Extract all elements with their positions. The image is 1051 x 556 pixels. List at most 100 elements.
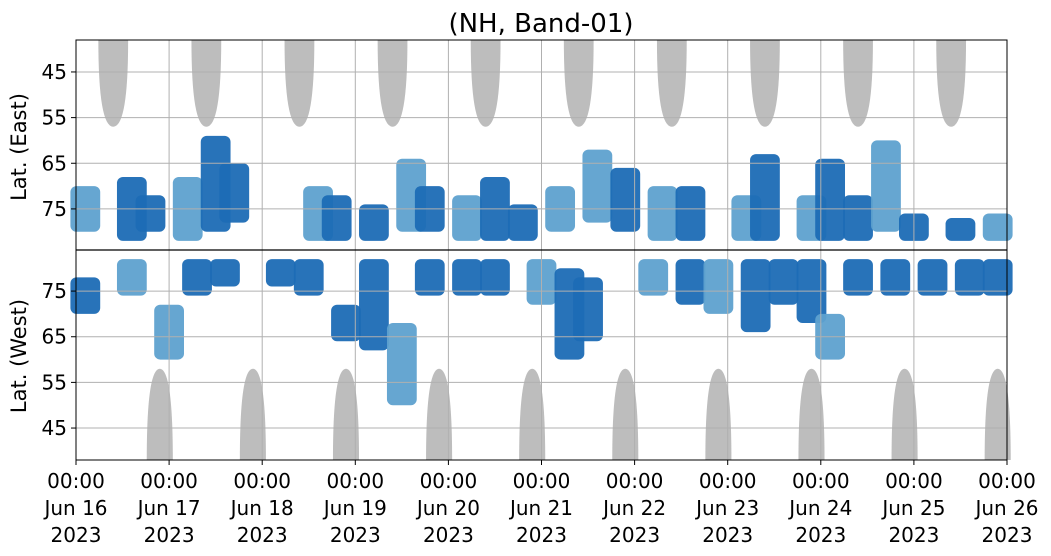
echo-patch-east [982, 213, 1013, 241]
night-region-east [656, 40, 687, 127]
night-region-east [470, 40, 501, 127]
echo-patch-east [675, 186, 706, 241]
echo-patch-west [982, 259, 1013, 296]
x-tick-label-line: 2023 [423, 523, 474, 547]
echo-patch-east [815, 158, 846, 241]
echo-patch-west [480, 259, 510, 296]
night-region-west [891, 368, 918, 460]
echo-patch-west [917, 259, 948, 296]
x-tick-label-line: 2023 [702, 523, 753, 547]
x-tick-label: 00:00 Jun 19 2023 [322, 469, 387, 547]
echo-patch-west [675, 259, 706, 305]
y-tick-label-east: 55 [42, 106, 67, 130]
x-tick-label-line: Jun 22 [601, 496, 666, 520]
x-tick-label: 00:00 Jun 23 2023 [694, 469, 759, 547]
echo-patch-west [359, 259, 389, 351]
echo-patch-west [210, 259, 240, 287]
echo-patch-west [954, 259, 985, 296]
x-tick-label: 00:00 Jun 18 2023 [229, 469, 294, 547]
x-tick-label-line: 00:00 [792, 469, 850, 493]
night-region-east [377, 40, 408, 127]
echo-patch-west [265, 259, 296, 287]
x-tick-label-line: 00:00 [326, 469, 384, 493]
night-region-east [936, 40, 967, 127]
night-region-east [843, 40, 873, 127]
echo-patch-east [750, 154, 780, 241]
echo-patch-east [647, 186, 678, 241]
y-tick-label-east: 45 [42, 60, 67, 84]
x-tick-label-line: Jun 24 [787, 496, 852, 520]
x-tick-label-line: 2023 [516, 523, 567, 547]
x-tick-label: 00:00 Jun 21 2023 [508, 469, 573, 547]
x-tick-label-line: 00:00 [140, 469, 198, 493]
x-tick-label-line: 2023 [609, 523, 660, 547]
echo-patch-west [452, 259, 482, 296]
x-tick-label-line: 2023 [144, 523, 195, 547]
echo-patch-east [452, 195, 482, 241]
echo-patch-west [638, 259, 669, 296]
echo-patch-west [843, 259, 873, 296]
night-region-west [798, 368, 825, 460]
y-tick-label-west: 45 [42, 416, 67, 440]
x-tick-label-line: Jun 23 [694, 496, 759, 520]
x-tick-label: 00:00 Jun 16 2023 [42, 469, 107, 547]
echo-patch-east [321, 195, 352, 241]
x-tick-label-line: Jun 18 [229, 496, 294, 520]
x-tick-label-line: Jun 26 [973, 496, 1038, 520]
y-axis-label-east: Lat. (East) [7, 93, 31, 201]
echo-patch-east [582, 149, 613, 223]
x-tick-label-line: Jun 16 [42, 496, 107, 520]
echo-patch-east [945, 218, 976, 241]
night-region-east [284, 40, 315, 127]
night-region-east [191, 40, 222, 127]
x-tick-label-line: 00:00 [885, 469, 943, 493]
chart-title: (NH, Band-01) [448, 9, 633, 39]
x-tick-label-line: 00:00 [978, 469, 1036, 493]
night-region-west [519, 368, 546, 460]
echo-patch-west [331, 304, 361, 342]
echo-patch-east [135, 195, 166, 232]
echo-patch-west [182, 259, 212, 296]
echo-patch-west [414, 259, 445, 296]
x-tick-label: 00:00 Jun 26 2023 [973, 469, 1038, 547]
echo-patch-east [359, 204, 389, 241]
y-tick-label-east: 65 [42, 151, 67, 175]
x-tick-label-line: 00:00 [513, 469, 571, 493]
night-region-west [705, 368, 732, 460]
x-tick-label-line: 2023 [982, 523, 1033, 547]
x-tick-label-line: 00:00 [699, 469, 757, 493]
night-region-west [146, 368, 173, 460]
night-region-west [239, 368, 266, 460]
x-tick-label-line: Jun 21 [508, 496, 573, 520]
echo-patch-west [293, 259, 324, 296]
y-axis-label-west: Lat. (West) [7, 299, 31, 413]
echo-patch-west [740, 259, 771, 333]
echo-patch-east [507, 204, 538, 241]
grid-lines [75, 40, 1008, 460]
x-tick-label-line: 2023 [51, 523, 102, 547]
night-region-west [984, 368, 1011, 460]
x-tick-label-line: 00:00 [606, 469, 664, 493]
x-tick-label-line: 00:00 [233, 469, 291, 493]
x-tick-label-line: Jun 25 [880, 496, 945, 520]
x-tick-label-line: 00:00 [420, 469, 478, 493]
y-tick-label-west: 65 [42, 325, 67, 349]
x-tick-label-line: Jun 17 [136, 496, 201, 520]
echo-patch-east [610, 167, 641, 232]
x-tick-label-line: 2023 [888, 523, 939, 547]
x-tick-label-line: 2023 [330, 523, 381, 547]
y-tick-label-west: 75 [42, 279, 67, 303]
y-tick-label-west: 55 [42, 370, 67, 394]
night-region-east [563, 40, 594, 127]
night-region-west [612, 368, 639, 460]
axes: 45 55 65 75 75 65 55 45 00:00 Jun 16 2023 00:00 Jun … [42, 39, 1039, 547]
night-region-east [750, 40, 780, 127]
echo-patch-west [116, 259, 147, 296]
x-tick-label: 00:00 Jun 25 2023 [880, 469, 945, 547]
echo-patch-east [219, 163, 250, 223]
echo-patch-east [843, 195, 873, 241]
x-tick-label-line: Jun 20 [415, 496, 480, 520]
x-tick-label-line: 2023 [795, 523, 846, 547]
night-region-west [332, 368, 360, 460]
